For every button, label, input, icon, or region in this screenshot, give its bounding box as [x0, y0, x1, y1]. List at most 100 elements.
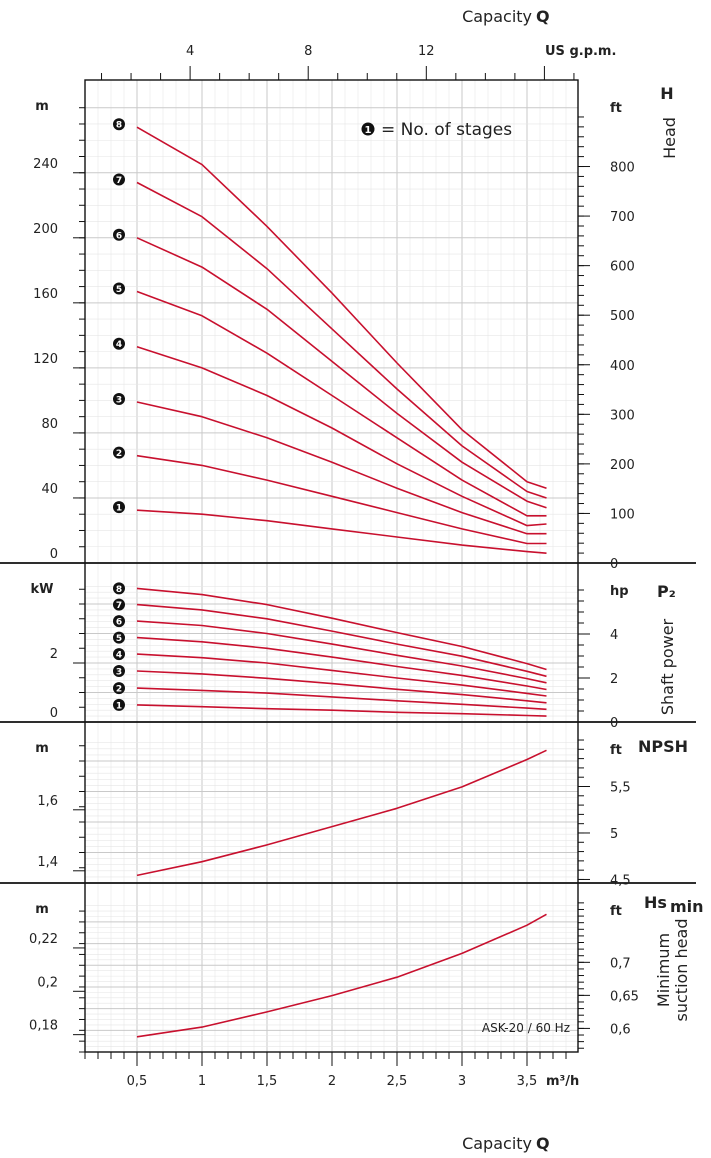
left-axis-label: 120 — [33, 352, 58, 367]
npsh-panel-symbol: NPSH — [638, 737, 688, 756]
power-stage-marker-digit: 5 — [116, 634, 122, 644]
power-stage-marker-digit: 3 — [116, 667, 122, 677]
bottom-axis-label: 1,5 — [257, 1074, 278, 1089]
right-axis-unit: hp — [610, 584, 629, 599]
power-curve-series-2 — [136, 687, 547, 711]
right-axis-unit: ft — [610, 101, 622, 116]
left-axis-unit: m — [35, 741, 49, 756]
left-axis-unit: m — [35, 902, 49, 917]
power-stage-marker — [113, 582, 125, 595]
power-curve-series-5 — [136, 636, 547, 691]
right-axis-label: 700 — [610, 210, 635, 225]
power-curve-series-4 — [136, 653, 547, 697]
left-axis-label: 160 — [33, 287, 58, 302]
right-axis-label: 100 — [610, 507, 635, 522]
head-curve-series-2 — [136, 454, 547, 545]
bottom-axis-label: 1 — [198, 1074, 206, 1089]
legend-note: = No. of stages — [381, 120, 512, 140]
right-axis-label: 400 — [610, 359, 635, 374]
hsmin-panel-axis-title-line2: suction head — [672, 919, 691, 1022]
left-axis-unit: m — [35, 99, 49, 114]
right-axis-unit: ft — [610, 743, 622, 758]
head-stage-marker — [113, 337, 125, 350]
head-curve-series-6 — [136, 237, 547, 509]
head-curve-series-4 — [136, 345, 547, 527]
power-stage-marker — [113, 631, 125, 644]
power-curve-series-7 — [136, 603, 547, 678]
left-axis-label: 1,6 — [37, 794, 58, 809]
hsmin-panel-axis-title-line1: Minimum — [654, 933, 673, 1007]
chart-ticks — [73, 66, 590, 1066]
head-stage-marker-digit: 6 — [116, 231, 122, 241]
top-axis-label: 4 — [186, 44, 194, 59]
power-stage-marker — [113, 682, 125, 695]
right-axis-label: 0,7 — [610, 956, 631, 971]
bottom-axis-label: 2 — [328, 1074, 336, 1089]
head-curve-series-8 — [136, 126, 547, 489]
chart-curves — [136, 126, 547, 1038]
left-axis-label: 80 — [41, 417, 58, 432]
top-axis-label: 8 — [304, 44, 312, 59]
top-axis-label: 12 — [418, 44, 435, 59]
chart-labels: 123456781234567804080120160200240m02kW1,… — [29, 44, 704, 1089]
bottom-axis-label: 3,5 — [517, 1074, 538, 1089]
bottom-axis-label: 3 — [458, 1074, 466, 1089]
right-axis-label: 4,5 — [610, 873, 631, 888]
right-axis-label: 600 — [610, 260, 635, 275]
hsmin-curve-series-Hs min — [136, 913, 547, 1038]
head-panel-symbol: H — [660, 84, 673, 103]
right-axis-label: 300 — [610, 408, 635, 423]
bottom-capacity-symbol: Q — [536, 1134, 550, 1153]
right-axis-label: 5 — [610, 827, 618, 842]
right-axis-label: 0,6 — [610, 1022, 631, 1037]
right-axis-label: 0,65 — [610, 989, 639, 1004]
power-curve-series-8 — [136, 587, 547, 671]
bottom-axis-label: 0,5 — [127, 1074, 148, 1089]
power-stage-marker — [113, 648, 125, 661]
left-axis-label: 0,22 — [29, 932, 58, 947]
head-stage-marker-digit: 4 — [116, 340, 122, 350]
left-axis-label: 0,18 — [29, 1019, 58, 1034]
power-panel-axis-title: Shaft power — [658, 618, 677, 715]
left-axis-unit: kW — [31, 582, 54, 597]
bottom-capacity-label: Capacity — [462, 1134, 532, 1153]
legend-marker-digit: 1 — [365, 125, 372, 136]
power-stage-marker — [113, 615, 125, 628]
right-axis-label: 0 — [610, 716, 618, 731]
bottom-axis-label: 2,5 — [387, 1074, 408, 1089]
power-stage-marker — [113, 664, 125, 677]
head-stage-marker — [113, 393, 125, 406]
power-stage-marker-digit: 6 — [116, 618, 122, 628]
npsh-curve-series-NPSH — [136, 749, 547, 877]
head-stage-marker-digit: 2 — [116, 449, 122, 459]
head-stage-marker — [113, 118, 125, 131]
power-curve-series-1 — [136, 704, 547, 717]
right-axis-label: 4 — [610, 628, 618, 643]
power-curve-series-3 — [136, 670, 547, 704]
top-axis-unit: US g.p.m. — [545, 44, 616, 59]
head-stage-marker-digit: 8 — [116, 121, 122, 131]
head-stage-marker-digit: 7 — [116, 176, 122, 186]
right-axis-label: 800 — [610, 161, 635, 176]
right-axis-label: 200 — [610, 458, 635, 473]
left-axis-label: 0 — [50, 706, 58, 721]
power-stage-marker-digit: 4 — [116, 651, 122, 661]
power-stage-marker-digit: 8 — [116, 585, 122, 595]
right-axis-label: 0 — [610, 557, 618, 572]
head-curve-series-1 — [136, 509, 547, 554]
model-label: ASK-20 / 60 Hz — [482, 1021, 570, 1035]
top-capacity-label: Capacity — [462, 7, 532, 26]
chart-frames — [0, 79, 696, 1053]
head-stage-marker — [113, 173, 125, 186]
right-axis-unit: ft — [610, 904, 622, 919]
left-axis-label: 200 — [33, 222, 58, 237]
power-stage-marker-digit: 1 — [116, 701, 122, 711]
right-axis-label: 500 — [610, 309, 635, 324]
right-axis-label: 2 — [610, 672, 618, 687]
right-axis-label: 5,5 — [610, 780, 631, 795]
bottom-axis-unit: m³/h — [546, 1074, 579, 1089]
head-stage-marker — [113, 446, 125, 459]
power-stage-marker-digit: 7 — [116, 601, 122, 611]
head-panel-axis-title: Head — [660, 117, 679, 159]
